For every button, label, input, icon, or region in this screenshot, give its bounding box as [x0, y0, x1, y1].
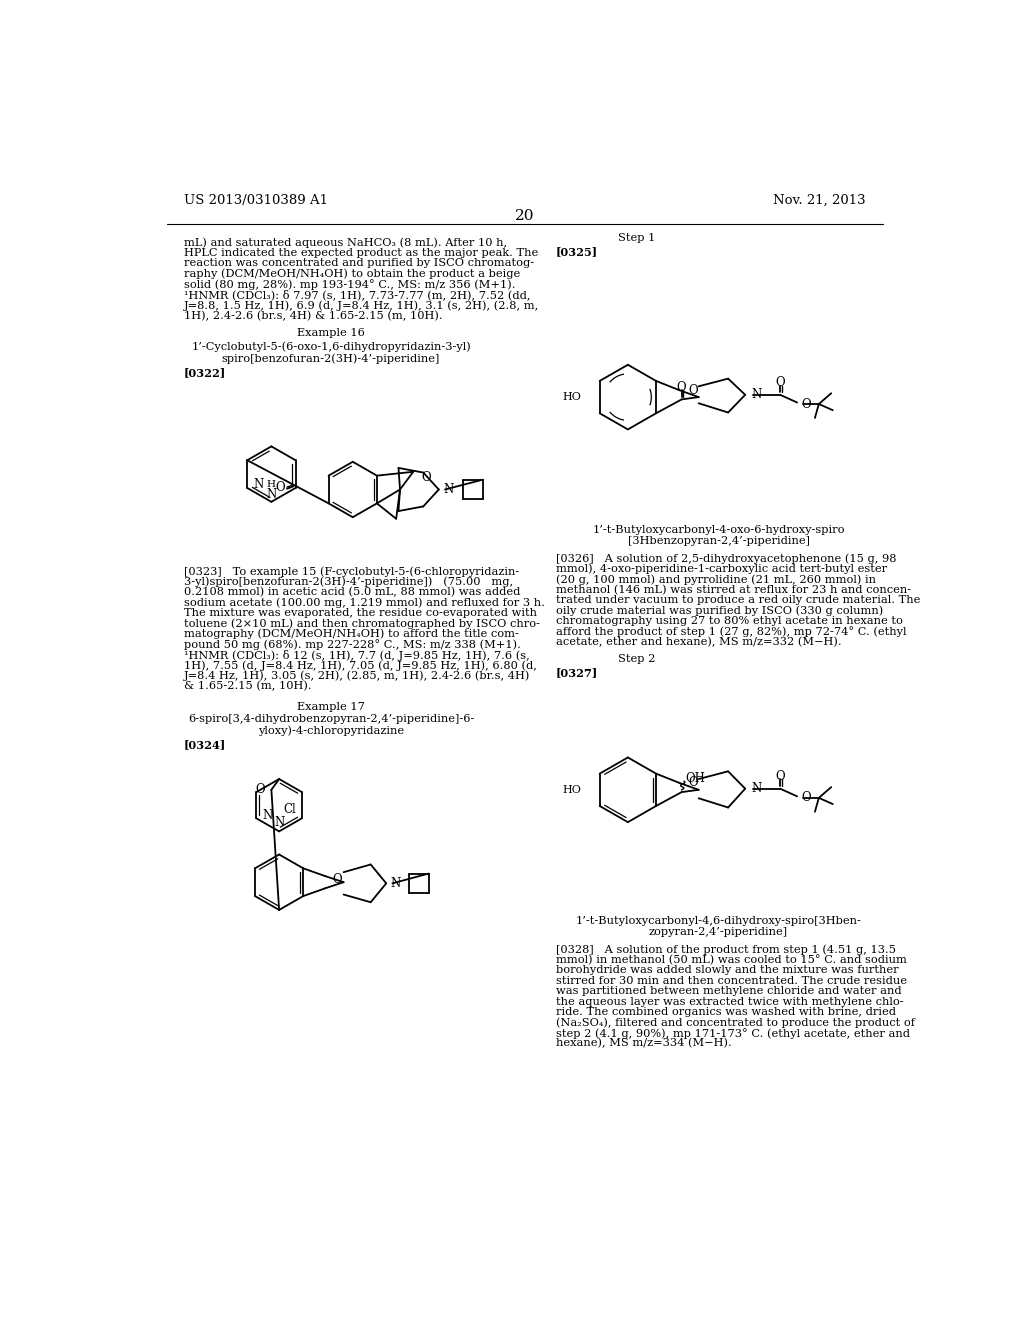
Text: Example 16: Example 16 — [297, 329, 365, 338]
Text: methanol (146 mL) was stirred at reflux for 23 h and concen-: methanol (146 mL) was stirred at reflux … — [556, 585, 911, 595]
Text: chromatography using 27 to 80% ethyl acetate in hexane to: chromatography using 27 to 80% ethyl ace… — [556, 615, 903, 626]
Text: the aqueous layer was extracted twice with methylene chlo-: the aqueous layer was extracted twice wi… — [556, 997, 903, 1007]
Text: hexane), MS m/z=334 (M−H).: hexane), MS m/z=334 (M−H). — [556, 1038, 731, 1048]
Text: mL) and saturated aqueous NaHCO₃ (8 mL). After 10 h,: mL) and saturated aqueous NaHCO₃ (8 mL).… — [183, 238, 507, 248]
Text: HO: HO — [562, 392, 582, 403]
Text: raphy (DCM/MeOH/NH₄OH) to obtain the product a beige: raphy (DCM/MeOH/NH₄OH) to obtain the pro… — [183, 269, 520, 280]
Text: oily crude material was purified by ISCO (330 g column): oily crude material was purified by ISCO… — [556, 606, 883, 616]
Text: O: O — [688, 384, 698, 397]
Text: N: N — [253, 478, 263, 491]
Text: (Na₂SO₄), filtered and concentrated to produce the product of: (Na₂SO₄), filtered and concentrated to p… — [556, 1018, 914, 1028]
Text: O: O — [775, 770, 784, 783]
Text: J=8.8, 1.5 Hz, 1H), 6.9 (d, J=8.4 Hz, 1H), 3.1 (s, 2H), (2.8, m,: J=8.8, 1.5 Hz, 1H), 6.9 (d, J=8.4 Hz, 1H… — [183, 300, 539, 310]
Text: O: O — [421, 471, 430, 484]
Text: O: O — [256, 783, 265, 796]
Text: 3-yl)spiro[benzofuran-2(3H)-4’-piperidine])   (75.00   mg,: 3-yl)spiro[benzofuran-2(3H)-4’-piperidin… — [183, 577, 513, 587]
Text: ride. The combined organics was washed with brine, dried: ride. The combined organics was washed w… — [556, 1007, 896, 1016]
Text: mmol), 4-oxo-piperidine-1-carboxylic acid tert-butyl ester: mmol), 4-oxo-piperidine-1-carboxylic aci… — [556, 564, 887, 574]
Text: stirred for 30 min and then concentrated. The crude residue: stirred for 30 min and then concentrated… — [556, 975, 907, 986]
Text: Nov. 21, 2013: Nov. 21, 2013 — [773, 194, 866, 207]
Text: ¹HNMR (CDCl₃): δ 12 (s, 1H), 7.7 (d, J=9.85 Hz, 1H), 7.6 (s,: ¹HNMR (CDCl₃): δ 12 (s, 1H), 7.7 (d, J=9… — [183, 649, 529, 661]
Text: mmol) in methanol (50 mL) was cooled to 15° C. and sodium: mmol) in methanol (50 mL) was cooled to … — [556, 954, 906, 966]
Text: The mixture was evaporated, the residue co-evaporated with: The mixture was evaporated, the residue … — [183, 609, 537, 618]
Text: N: N — [752, 388, 762, 401]
Text: US 2013/0310389 A1: US 2013/0310389 A1 — [183, 194, 328, 207]
Text: [0327]: [0327] — [556, 668, 598, 678]
Text: HPLC indicated the expected product as the major peak. The: HPLC indicated the expected product as t… — [183, 248, 538, 259]
Text: 1’-Cyclobutyl-5-(6-oxo-1,6-dihydropyridazin-3-yl): 1’-Cyclobutyl-5-(6-oxo-1,6-dihydropyrida… — [191, 342, 471, 352]
Text: 1H), 7.55 (d, J=8.4 Hz, 1H), 7.05 (d, J=9.85 Hz, 1H), 6.80 (d,: 1H), 7.55 (d, J=8.4 Hz, 1H), 7.05 (d, J=… — [183, 660, 537, 671]
Text: O: O — [802, 397, 811, 411]
Text: [0326]   A solution of 2,5-dihydroxyacetophenone (15 g, 98: [0326] A solution of 2,5-dihydroxyacetop… — [556, 553, 896, 564]
Text: reaction was concentrated and purified by ISCO chromatog-: reaction was concentrated and purified b… — [183, 259, 534, 268]
Text: Step 2: Step 2 — [617, 653, 655, 664]
Text: N: N — [391, 876, 401, 890]
Text: & 1.65-2.15 (m, 10H).: & 1.65-2.15 (m, 10H). — [183, 681, 311, 692]
Text: yloxy)-4-chloropyridazine: yloxy)-4-chloropyridazine — [258, 725, 404, 735]
Text: [0324]: [0324] — [183, 739, 226, 750]
Text: O: O — [677, 380, 686, 393]
Text: [0325]: [0325] — [556, 246, 598, 257]
Text: step 2 (4.1 g, 90%), mp 171-173° C. (ethyl acetate, ether and: step 2 (4.1 g, 90%), mp 171-173° C. (eth… — [556, 1028, 909, 1039]
Text: (20 g, 100 mmol) and pyrrolidine (21 mL, 260 mmol) in: (20 g, 100 mmol) and pyrrolidine (21 mL,… — [556, 574, 876, 585]
Text: Example 17: Example 17 — [297, 702, 365, 711]
Text: [0323]   To example 15 (F-cyclobutyl-5-(6-chloropyridazin-: [0323] To example 15 (F-cyclobutyl-5-(6-… — [183, 566, 519, 577]
Text: OH: OH — [685, 772, 706, 785]
Text: O: O — [688, 776, 698, 789]
Text: matography (DCM/MeOH/NH₄OH) to afford the title com-: matography (DCM/MeOH/NH₄OH) to afford th… — [183, 628, 519, 639]
Text: afford the product of step 1 (27 g, 82%), mp 72-74° C. (ethyl: afford the product of step 1 (27 g, 82%)… — [556, 626, 906, 638]
Text: O: O — [802, 792, 811, 804]
Text: borohydride was added slowly and the mixture was further: borohydride was added slowly and the mix… — [556, 965, 898, 975]
Text: N: N — [274, 816, 285, 829]
Text: J=8.4 Hz, 1H), 3.05 (s, 2H), (2.85, m, 1H), 2.4-2.6 (br.s, 4H): J=8.4 Hz, 1H), 3.05 (s, 2H), (2.85, m, 1… — [183, 671, 530, 681]
Text: was partitioned between methylene chloride and water and: was partitioned between methylene chlori… — [556, 986, 901, 997]
Text: O: O — [275, 482, 285, 495]
Text: ¹HNMR (CDCl₃): δ 7.97 (s, 1H), 7.73-7.77 (m, 2H), 7.52 (dd,: ¹HNMR (CDCl₃): δ 7.97 (s, 1H), 7.73-7.77… — [183, 289, 530, 301]
Text: 0.2108 mmol) in acetic acid (5.0 mL, 88 mmol) was added: 0.2108 mmol) in acetic acid (5.0 mL, 88 … — [183, 587, 520, 598]
Text: HO: HO — [562, 785, 582, 795]
Text: solid (80 mg, 28%). mp 193-194° C., MS: m/z 356 (M+1).: solid (80 mg, 28%). mp 193-194° C., MS: … — [183, 280, 515, 290]
Text: acetate, ether and hexane), MS m/z=332 (M−H).: acetate, ether and hexane), MS m/z=332 (… — [556, 636, 842, 647]
Text: 1’-t-Butyloxycarbonyl-4-oxo-6-hydroxy-spiro: 1’-t-Butyloxycarbonyl-4-oxo-6-hydroxy-sp… — [592, 524, 845, 535]
Text: N: N — [262, 809, 272, 822]
Text: [0328]   A solution of the product from step 1 (4.51 g, 13.5: [0328] A solution of the product from st… — [556, 945, 896, 956]
Text: 1’-t-Butyloxycarbonyl-4,6-dihydroxy-spiro[3Hben-: 1’-t-Butyloxycarbonyl-4,6-dihydroxy-spir… — [575, 916, 861, 925]
Text: sodium acetate (100.00 mg, 1.219 mmol) and refluxed for 3 h.: sodium acetate (100.00 mg, 1.219 mmol) a… — [183, 598, 545, 609]
Text: Cl: Cl — [283, 804, 296, 816]
Text: 6-spiro[3,4-dihydrobenzopyran-2,4’-piperidine]-6-: 6-spiro[3,4-dihydrobenzopyran-2,4’-piper… — [187, 714, 474, 723]
Text: 20: 20 — [515, 209, 535, 223]
Text: H: H — [267, 480, 275, 490]
Text: N: N — [266, 487, 276, 500]
Text: O: O — [775, 376, 784, 389]
Text: [0322]: [0322] — [183, 367, 226, 378]
Text: trated under vacuum to produce a red oily crude material. The: trated under vacuum to produce a red oil… — [556, 595, 921, 605]
Text: zopyran-2,4’-piperidine]: zopyran-2,4’-piperidine] — [649, 927, 788, 937]
Text: O: O — [333, 874, 342, 887]
Text: spiro[benzofuran-2(3H)-4’-piperidine]: spiro[benzofuran-2(3H)-4’-piperidine] — [222, 354, 440, 364]
Text: 1H), 2.4-2.6 (br.s, 4H) & 1.65-2.15 (m, 10H).: 1H), 2.4-2.6 (br.s, 4H) & 1.65-2.15 (m, … — [183, 310, 442, 321]
Text: Step 1: Step 1 — [617, 232, 655, 243]
Text: pound 50 mg (68%). mp 227-228° C., MS: m/z 338 (M+1).: pound 50 mg (68%). mp 227-228° C., MS: m… — [183, 639, 520, 651]
Text: N: N — [443, 483, 454, 496]
Text: N: N — [752, 783, 762, 795]
Text: toluene (2×10 mL) and then chromatographed by ISCO chro-: toluene (2×10 mL) and then chromatograph… — [183, 619, 540, 630]
Text: [3Hbenzopyran-2,4’-piperidine]: [3Hbenzopyran-2,4’-piperidine] — [628, 536, 810, 546]
